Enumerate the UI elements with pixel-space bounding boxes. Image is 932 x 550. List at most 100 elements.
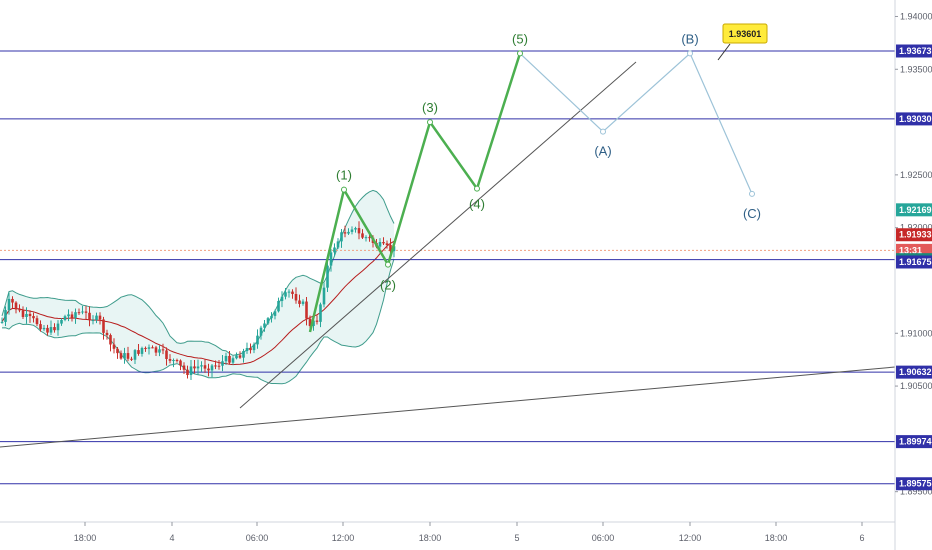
candle-body (32, 316, 35, 319)
time-axis-label: 5 (514, 533, 519, 543)
price-tag[interactable] (896, 112, 932, 126)
price-tag[interactable] (896, 228, 932, 242)
candle-body (336, 241, 340, 248)
candle-body (315, 320, 319, 322)
candle-body (63, 316, 67, 320)
candle-body (361, 233, 364, 238)
candle-body (91, 320, 95, 322)
candle-body (49, 327, 53, 333)
price-tag-label: 1.93030 (899, 114, 932, 124)
callout-badge[interactable] (722, 23, 768, 44)
candle-body (112, 344, 116, 349)
candle-body (343, 232, 347, 234)
time-axis-label: 12:00 (332, 533, 355, 543)
long-trendline[interactable] (0, 366, 896, 448)
candle-body (287, 291, 291, 293)
price-tag-label: 1.90632 (899, 367, 932, 377)
candle-body (151, 347, 154, 349)
price-tag[interactable] (896, 255, 932, 269)
horizontal-levels-layer (0, 50, 895, 485)
time-axis-label: 06:00 (592, 533, 615, 543)
candle-body (175, 360, 179, 362)
price-axis-label: 1.94000 (900, 11, 932, 21)
candle-body (263, 323, 266, 328)
wave-point-marker[interactable] (341, 186, 347, 193)
candle-body (98, 315, 102, 320)
impulse-wave-path[interactable] (308, 53, 522, 333)
time-axis-label: 4 (169, 533, 174, 543)
candle-body (231, 358, 235, 363)
price-tag-label: 1.92169 (899, 205, 932, 215)
candle-body (137, 350, 140, 354)
candle-body (196, 366, 200, 369)
channel-trendline[interactable] (239, 61, 637, 409)
candle-body (291, 291, 294, 295)
candle-body (123, 353, 126, 359)
candle-body (259, 327, 263, 336)
price-axis-label: 1.92000 (900, 223, 932, 233)
candle-body (242, 351, 245, 358)
candle-body (105, 332, 109, 336)
price-tag[interactable] (896, 435, 932, 449)
candle-body (56, 323, 60, 331)
price-tag-label: 13:31 (899, 245, 922, 255)
candle-body (284, 292, 287, 297)
candle-body (102, 319, 105, 333)
price-tag[interactable] (896, 203, 932, 217)
candle-body (182, 365, 186, 370)
wave-point-marker[interactable] (600, 128, 606, 135)
price-tag-label: 1.89974 (899, 437, 932, 447)
candle-body (81, 311, 84, 313)
wave-point-marker[interactable] (517, 50, 523, 57)
price-tags-layer: 1.936731.930301.921691.9193313:311.91697… (896, 44, 932, 491)
candle-body (144, 347, 147, 349)
candle-body (392, 246, 396, 252)
candle-body (301, 301, 305, 304)
price-axis-label: 1.93500 (900, 64, 932, 74)
candle-body (28, 313, 32, 317)
price-axis-label: 1.92500 (900, 170, 932, 180)
wave-label: (2) (380, 278, 396, 293)
wave-label: (5) (512, 31, 528, 46)
candle-body (179, 360, 182, 366)
candle-body (7, 298, 11, 311)
wave-point-marker[interactable] (687, 50, 693, 57)
wave-point-marker[interactable] (474, 185, 480, 192)
candle-body (308, 318, 312, 326)
wave-label: (3) (422, 100, 438, 115)
candle-body (140, 347, 144, 354)
wave-point-marker[interactable] (749, 190, 755, 197)
candle-body (210, 365, 214, 371)
candle-body (133, 350, 137, 360)
candle-body (14, 302, 18, 310)
candle-body (95, 315, 98, 321)
price-tag-label: 1.93673 (899, 46, 932, 56)
candle-body (294, 294, 298, 301)
candle-body (347, 231, 350, 234)
bollinger-lower-band (1, 258, 395, 385)
price-tag[interactable] (896, 44, 932, 58)
candle-body (252, 344, 256, 351)
price-tag[interactable] (896, 477, 932, 491)
candle-body (39, 324, 42, 330)
time-axis-label: 06:00 (246, 533, 269, 543)
candle-body (109, 335, 112, 345)
candles-layer (0, 221, 396, 380)
candle-body (389, 245, 392, 252)
price-axis-label: 1.89500 (900, 487, 932, 497)
moving-average-line (1, 240, 395, 366)
candle-body (67, 314, 70, 317)
candle-body (224, 355, 228, 362)
candle-body (147, 347, 151, 349)
candle-body (74, 312, 77, 318)
wave-point-marker[interactable] (427, 119, 433, 126)
price-axis-label: 1.90500 (900, 381, 932, 391)
wave-point-marker[interactable] (385, 261, 391, 268)
time-axis-label: 18:00 (74, 533, 97, 543)
candle-body (203, 365, 207, 369)
corrective-wave-path[interactable] (519, 52, 753, 195)
price-tag[interactable] (896, 365, 932, 379)
wave-label: (A) (594, 144, 611, 159)
